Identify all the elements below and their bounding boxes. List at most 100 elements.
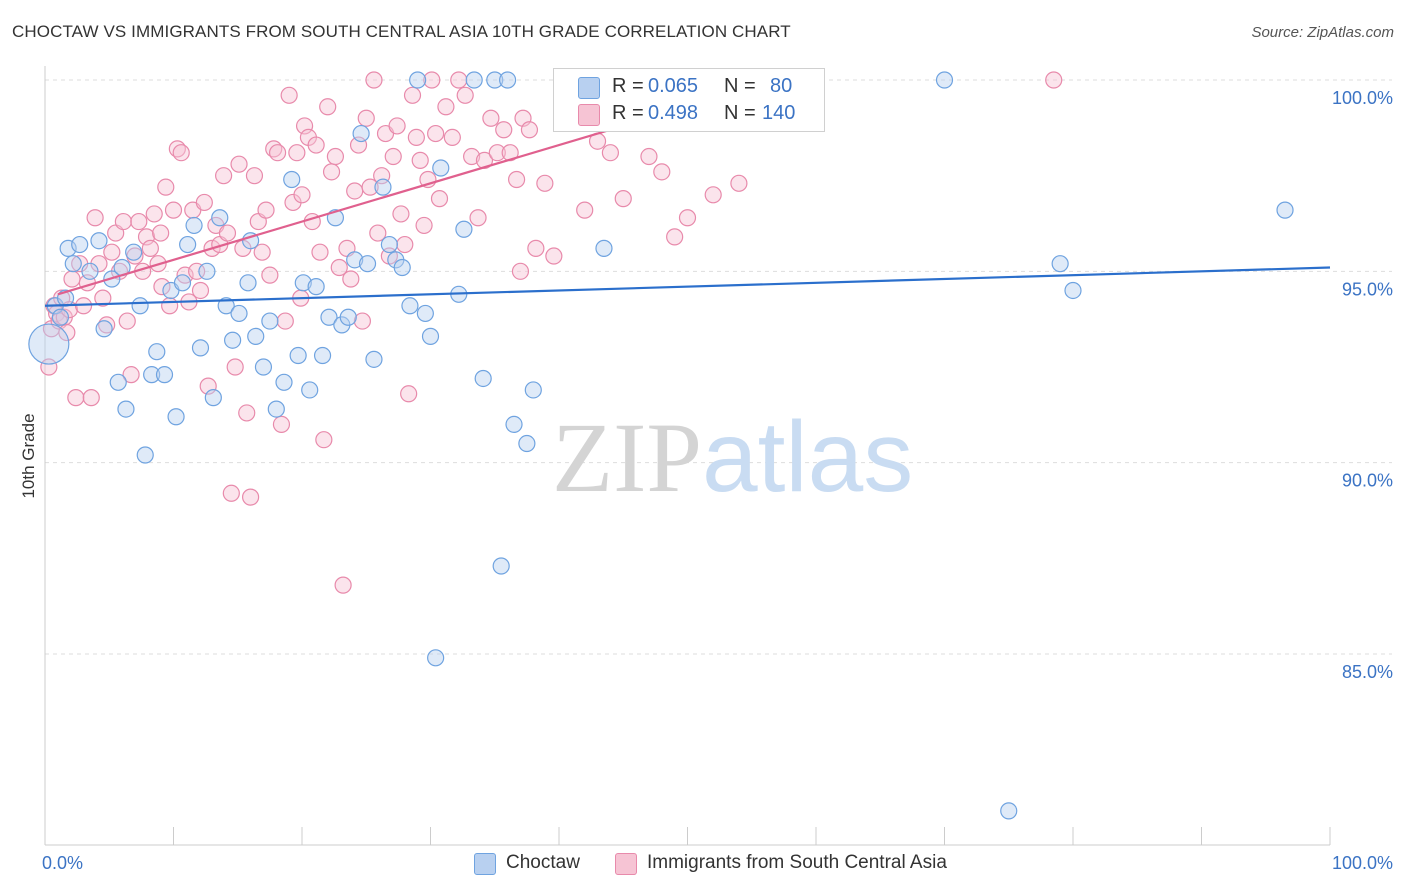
immigrants-point (545, 247, 563, 265)
immigrants-point (678, 209, 697, 227)
immigrants-point (469, 209, 487, 227)
immigrants-point (392, 205, 410, 223)
choctaw-point (595, 239, 613, 257)
legend-r-value: 0.498 (648, 102, 699, 124)
choctaw-point (1276, 201, 1294, 219)
choctaw-point (204, 389, 222, 407)
choctaw-point (64, 255, 82, 273)
choctaw-point (465, 71, 483, 89)
immigrants-point (230, 155, 248, 173)
immigrants-point (640, 147, 658, 166)
watermark: ZIPatlas (552, 400, 913, 515)
immigrants-point (293, 186, 311, 204)
choctaw-point (247, 327, 265, 345)
y-tick-label: 90.0% (1342, 471, 1393, 491)
immigrants-point (103, 243, 121, 261)
y-tick-label: 95.0% (1342, 279, 1393, 299)
x-tick-label: 100.0% (1332, 853, 1393, 873)
legend-n-value: 140 (762, 102, 796, 124)
legend-r-value: 0.065 (648, 75, 699, 97)
legend-r-label: R = (612, 102, 644, 124)
immigrants-point (326, 147, 345, 166)
choctaw-point (224, 331, 242, 349)
immigrants-point (423, 71, 441, 89)
immigrants-point (415, 216, 433, 235)
immigrants-point (226, 358, 244, 376)
immigrants-point (334, 576, 352, 594)
immigrants-point (145, 205, 163, 223)
choctaw-point (505, 415, 523, 433)
y-axis-title: 10th Grade (19, 413, 38, 498)
choctaw-point (1000, 802, 1018, 820)
immigrants-point (601, 144, 620, 162)
bottom-legend-swatch-blue (474, 853, 496, 875)
immigrants-point (482, 109, 500, 127)
bottom-legend-swatch-pink (615, 853, 637, 875)
immigrants-point (536, 174, 554, 192)
bottom-legend-label: Immigrants from South Central Asia (647, 852, 947, 873)
immigrants-point (157, 178, 175, 196)
choctaw-point (239, 274, 257, 292)
immigrants-point (388, 117, 406, 135)
immigrants-point (507, 170, 526, 189)
immigrants-point (141, 239, 159, 257)
immigrants-point (361, 178, 379, 196)
choctaw-point (339, 308, 357, 326)
immigrants-point (82, 389, 100, 407)
immigrants-point (268, 144, 287, 162)
choctaw-point (301, 381, 319, 399)
choctaw-point (71, 235, 89, 254)
immigrants-point (614, 190, 632, 208)
choctaw-point (185, 216, 203, 235)
immigrants-point (130, 212, 148, 231)
choctaw-point (486, 71, 504, 89)
immigrants-point (40, 358, 58, 376)
choctaw-point (365, 350, 383, 368)
immigrants-point (495, 121, 513, 139)
choctaw-point (125, 243, 143, 261)
choctaw-point (143, 366, 161, 384)
immigrants-point (407, 128, 425, 146)
immigrants-point (218, 224, 237, 242)
choctaw-point (358, 255, 377, 273)
immigrants-point (67, 389, 85, 407)
immigrants-point (384, 147, 402, 166)
immigrants-point (195, 193, 213, 212)
watermark-atlas: atlas (702, 401, 914, 513)
choctaw-point (191, 339, 210, 357)
choctaw-point (352, 124, 370, 143)
choctaw-point (374, 178, 392, 196)
choctaw-point (492, 557, 510, 575)
immigrants-point (450, 71, 468, 89)
immigrants-point (411, 151, 429, 169)
choctaw-point (474, 369, 492, 388)
choctaw-point (136, 446, 154, 464)
immigrants-point (58, 323, 76, 342)
immigrants-point (437, 98, 455, 116)
choctaw-point (313, 346, 332, 365)
choctaw-point (416, 304, 434, 323)
immigrants-point (257, 201, 275, 219)
choctaw-point (320, 308, 338, 326)
immigrants-point (443, 128, 461, 146)
x-tick-label: 0.0% (42, 853, 83, 873)
y-tick-label: 85.0% (1342, 662, 1393, 682)
choctaw-point (28, 323, 70, 365)
immigrants-point (94, 289, 112, 307)
immigrants-point (153, 278, 171, 296)
immigrants-point (238, 404, 256, 422)
immigrants-point (311, 243, 329, 261)
immigrants-point (280, 86, 298, 104)
choctaw-point (289, 346, 307, 365)
immigrants-point (369, 224, 387, 242)
immigrants-point (118, 312, 136, 330)
choctaw-point (393, 258, 411, 277)
immigrants-point (161, 297, 179, 315)
choctaw-point (90, 232, 108, 250)
bottom-legend-label: Choctaw (506, 852, 580, 873)
watermark-zip: ZIP (552, 402, 702, 513)
immigrants-point (666, 228, 684, 246)
immigrants-point (152, 224, 170, 242)
immigrants-point (357, 109, 375, 127)
immigrants-point (488, 144, 506, 162)
